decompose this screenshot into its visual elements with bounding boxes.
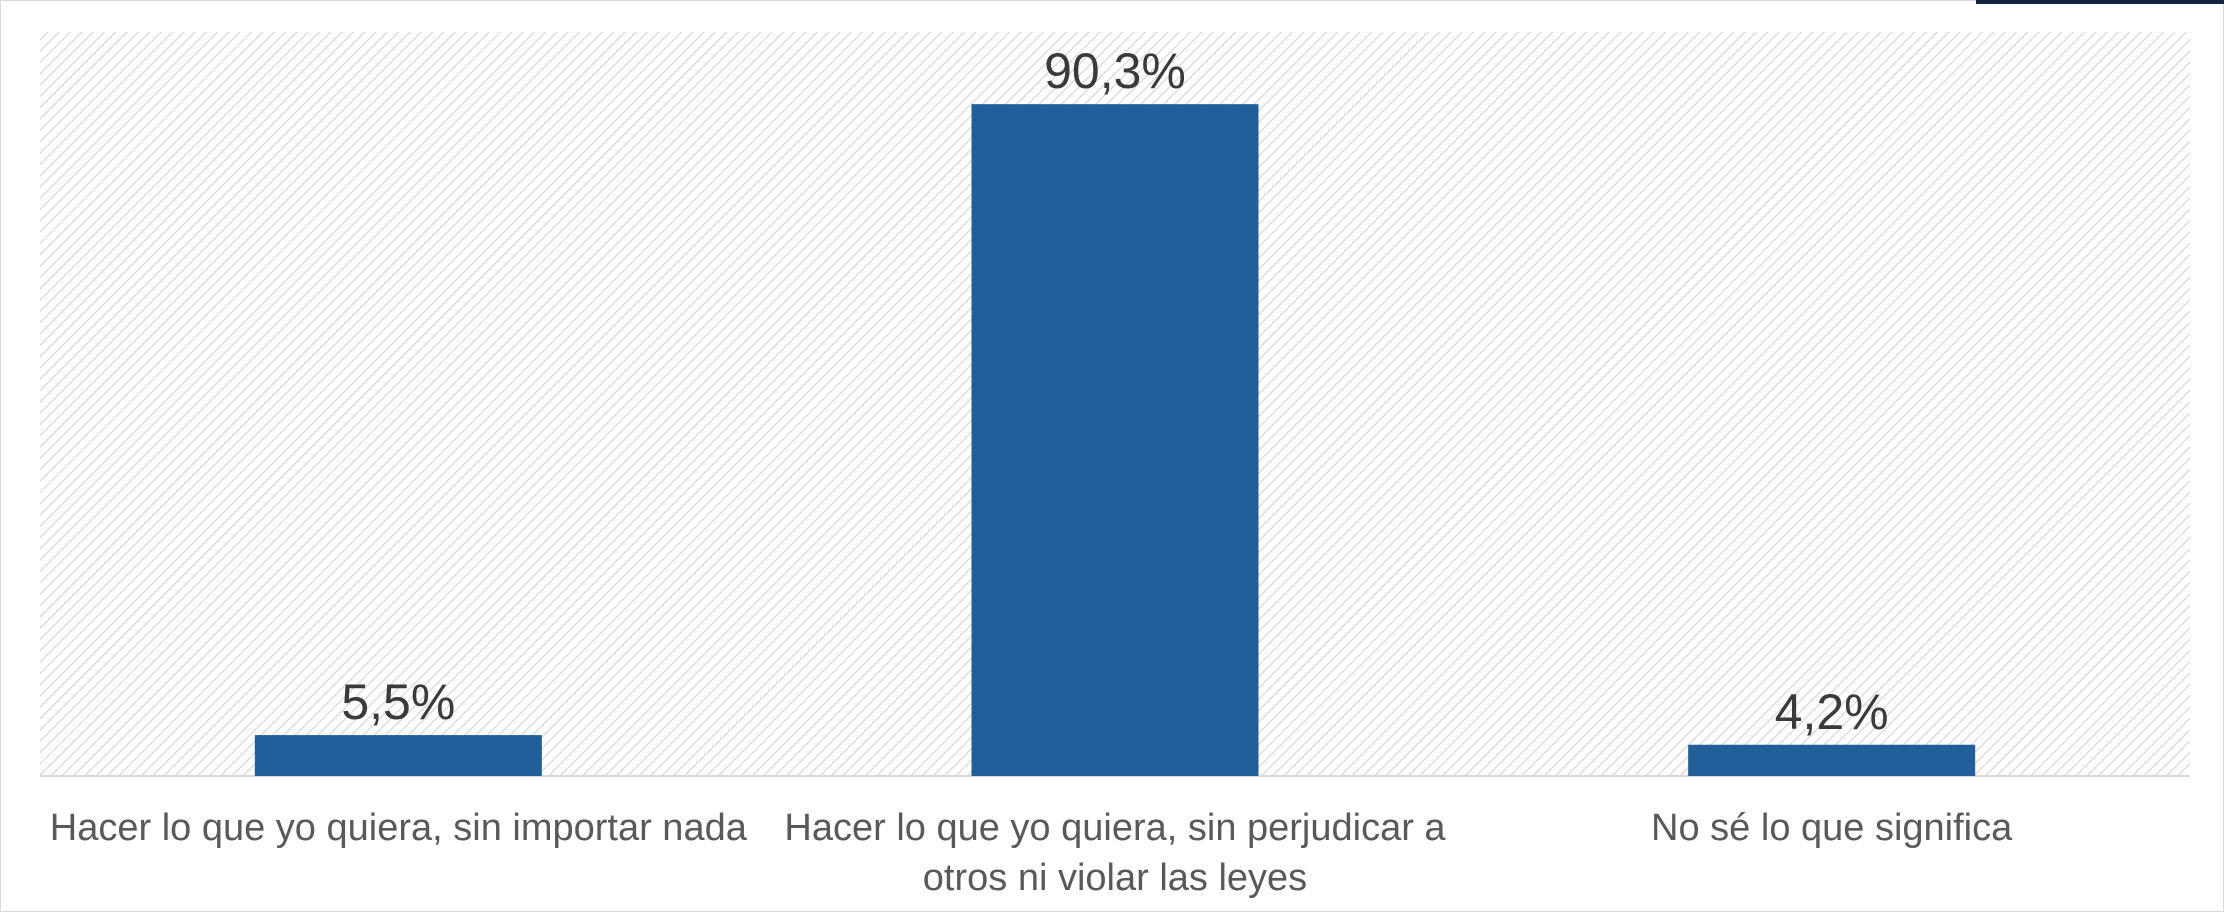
category-label-1: Hacer lo que yo quiera, sin importar nad… [50, 807, 748, 849]
data-label-1: 5,5% [341, 674, 455, 730]
bar-1 [254, 735, 542, 776]
bars-group [254, 104, 1976, 777]
category-label-2: Hacer lo que yo quiera, sin perjudicar a… [784, 807, 1446, 899]
category-label-line: No sé lo que significa [1651, 807, 2013, 849]
category-label-line: Hacer lo que yo quiera, sin importar nad… [50, 807, 748, 849]
category-label-line: otros ni violar las leyes [923, 857, 1307, 899]
data-labels-group: 5,5% 90,3% 4,2% [341, 43, 1888, 740]
corner-accent-bar [1976, 0, 2224, 4]
category-labels-group: Hacer lo que yo quiera, sin importar nad… [50, 807, 2013, 899]
bar-2 [971, 104, 1259, 777]
bar-3 [1688, 744, 1976, 776]
data-label-3: 4,2% [1775, 684, 1889, 740]
data-label-2: 90,3% [1044, 43, 1186, 99]
category-label-line: Hacer lo que yo quiera, sin perjudicar a [784, 807, 1446, 849]
category-label-3: No sé lo que significa [1651, 807, 2013, 849]
